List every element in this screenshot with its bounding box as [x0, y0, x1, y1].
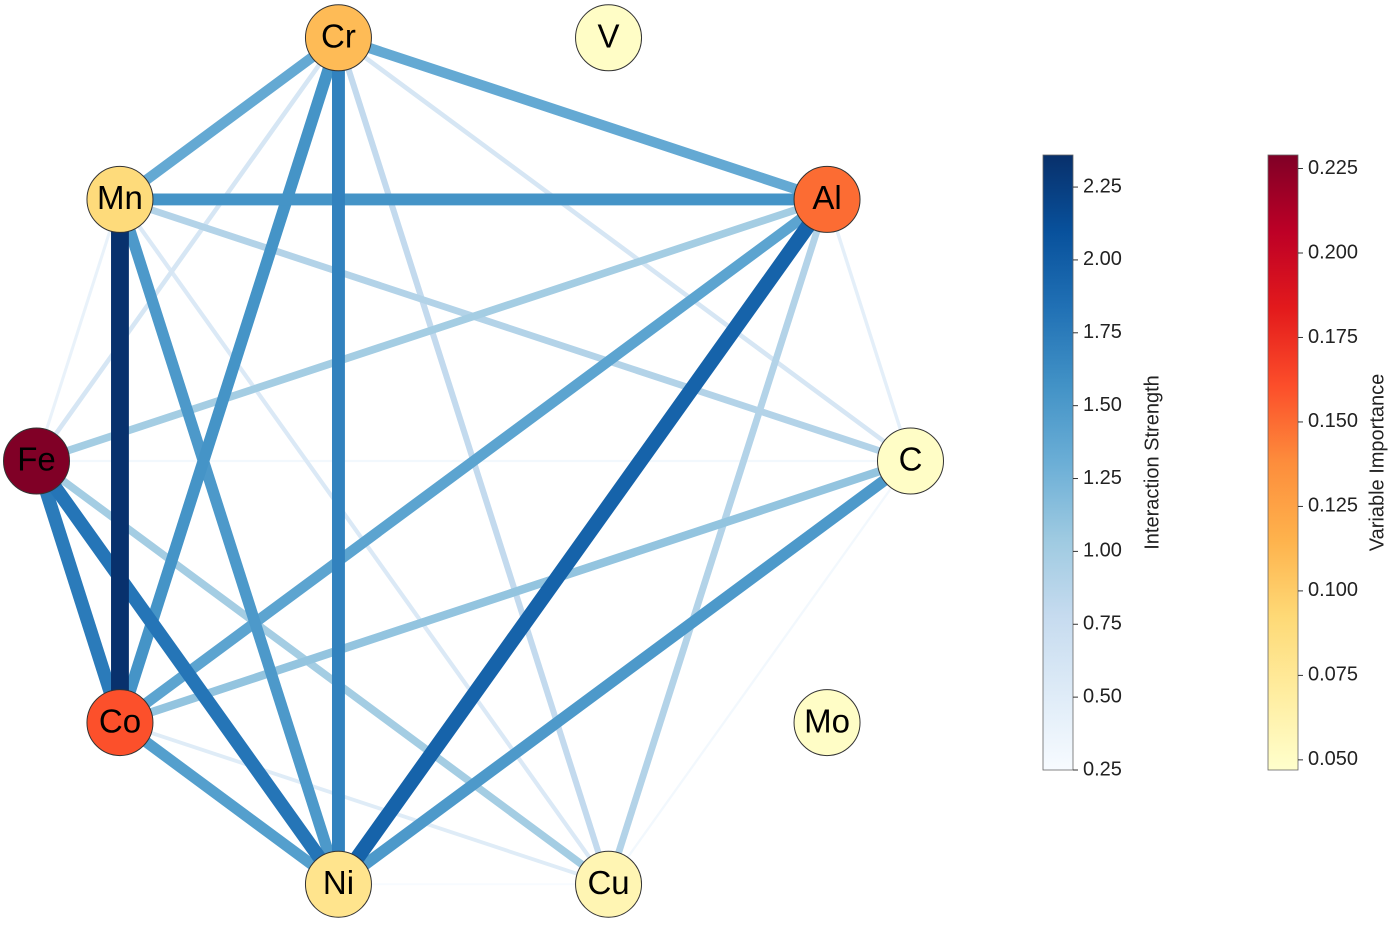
node — [86, 689, 154, 757]
edge — [336, 32, 829, 205]
colorbar-title: Variable Importance — [1366, 374, 1388, 552]
edge — [34, 36, 341, 463]
node-label: Al — [812, 179, 841, 216]
colorbar-tick-label: 0.050 — [1308, 748, 1358, 770]
edge — [337, 35, 912, 463]
colorbar-tick-label: 0.075 — [1308, 664, 1358, 686]
colorbar-tick-label: 0.225 — [1308, 157, 1358, 179]
edge — [114, 197, 344, 886]
colorbar-tick-label: 2.25 — [1083, 175, 1122, 197]
colorbar-tick-label: 0.100 — [1308, 579, 1358, 601]
colorbar-tick-label: 0.175 — [1308, 326, 1358, 348]
node — [575, 4, 643, 72]
node-label: Fe — [17, 441, 56, 478]
node-label: C — [899, 441, 923, 478]
edge — [116, 195, 831, 727]
colorbar-tick-label: 0.75 — [1083, 613, 1122, 635]
colorbar-tick-label: 2.00 — [1083, 248, 1122, 270]
node — [877, 427, 944, 495]
colorbar-tick-label: 0.125 — [1308, 495, 1358, 517]
edge — [825, 198, 913, 462]
colorbar-tick-label: 1.00 — [1083, 540, 1122, 562]
edge — [35, 195, 829, 465]
nodes: V Al C Mo Cu Ni Co Fe Mn Cr — [3, 4, 944, 918]
colorbar-tick-label: 0.25 — [1083, 758, 1122, 780]
edge — [116, 718, 342, 889]
edge — [118, 457, 912, 727]
colorbar — [1267, 154, 1299, 771]
colorbar-tick-label: 1.75 — [1083, 321, 1122, 343]
node — [793, 689, 861, 757]
colorbar-title: Interaction Strength — [1141, 375, 1163, 550]
node-label: Mo — [804, 702, 850, 739]
node-label: Mn — [97, 179, 143, 216]
edge — [119, 720, 610, 887]
edge — [34, 457, 611, 888]
edge — [335, 456, 914, 889]
node-label: Ni — [323, 864, 354, 901]
edge — [30, 458, 127, 725]
edge — [116, 33, 342, 204]
node-label: Co — [99, 702, 141, 739]
node-label: V — [598, 17, 620, 54]
colorbar-tick-label: 0.200 — [1308, 241, 1358, 263]
node-label: Cr — [321, 17, 356, 54]
colorbar-tick-label: 0.50 — [1083, 685, 1122, 707]
edge — [35, 198, 122, 462]
colorbar-tick-label: 1.50 — [1083, 394, 1122, 416]
edges — [30, 32, 914, 889]
node — [793, 165, 861, 233]
node-label: Cu — [587, 864, 629, 901]
edge — [30, 457, 345, 889]
colorbar-tick-label: 1.25 — [1083, 467, 1122, 489]
edge — [118, 196, 912, 465]
edge — [605, 198, 831, 886]
node — [86, 165, 154, 233]
node — [575, 850, 643, 918]
edge — [607, 460, 912, 885]
colorbar-tick-label: 0.150 — [1308, 410, 1358, 432]
node — [304, 4, 372, 72]
edge — [332, 195, 834, 889]
edge — [114, 35, 345, 725]
colorbar — [1042, 154, 1074, 771]
colorbars: 0.25 0.50 0.75 1.00 1.25 1.50 1.75 2.00 2.25 Inte… — [1042, 154, 1388, 780]
node — [3, 427, 70, 495]
node — [304, 850, 372, 918]
